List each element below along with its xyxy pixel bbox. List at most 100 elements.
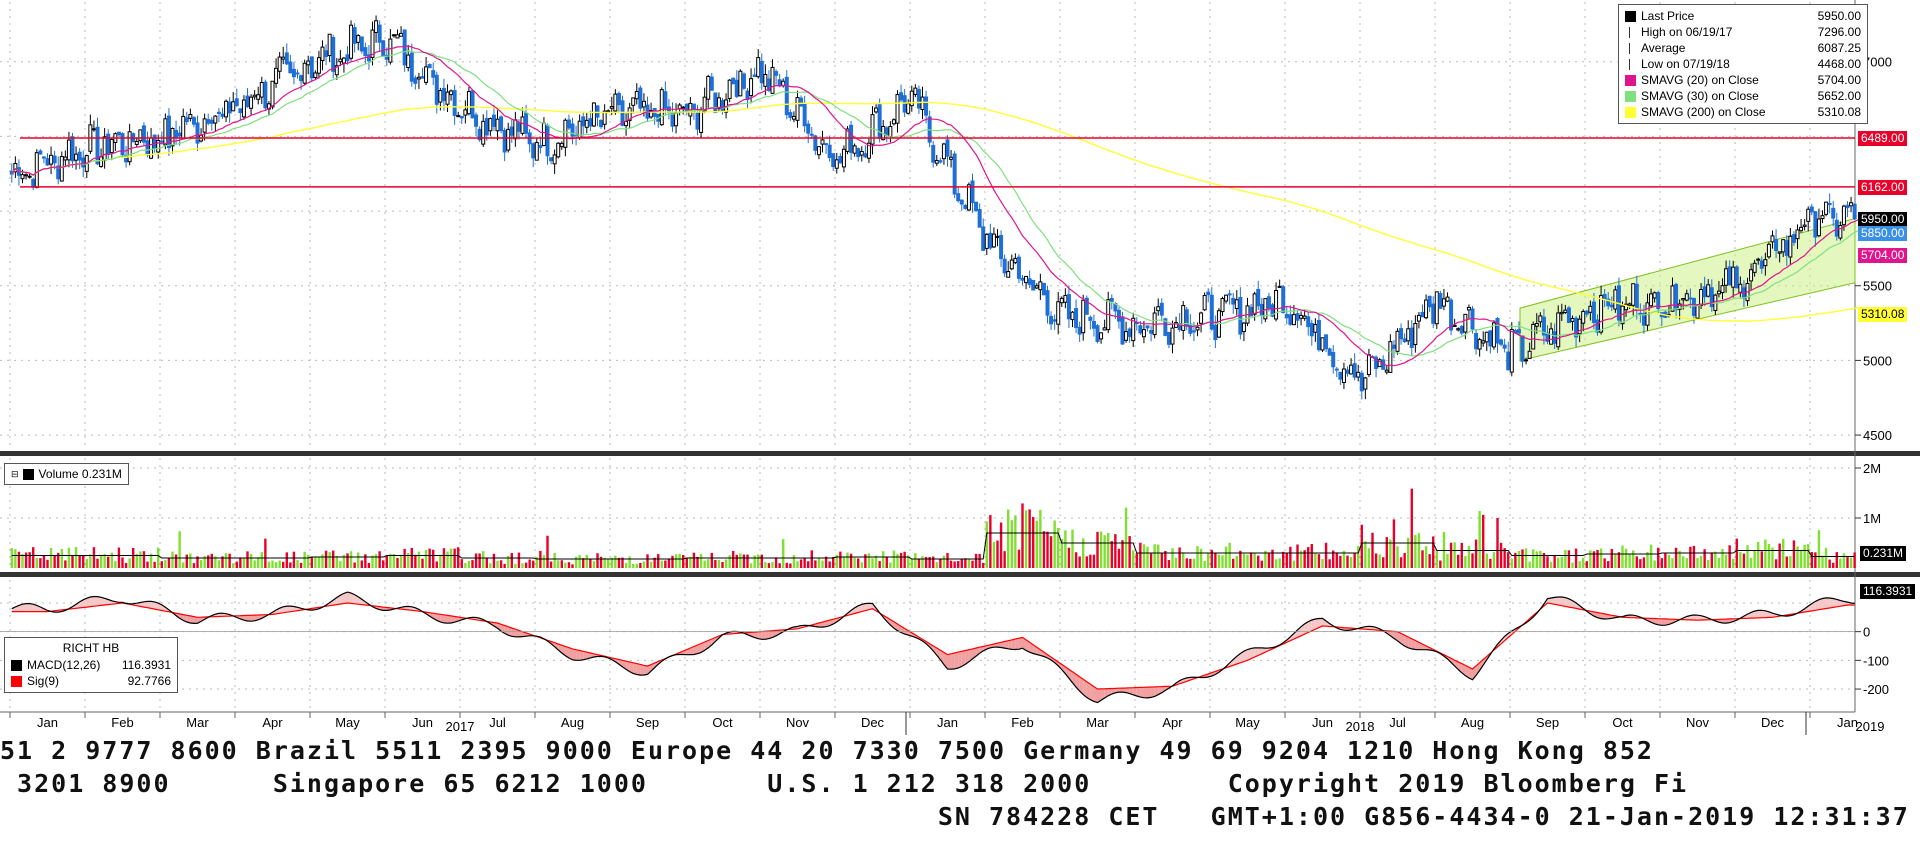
price-candle-body [620, 100, 625, 126]
volume-bar [649, 561, 653, 568]
volume-bar [435, 561, 438, 568]
price-candle-body [706, 75, 711, 100]
macd-fill [351, 593, 355, 604]
volume-bar [1410, 488, 1413, 568]
volume-bar [928, 557, 931, 568]
volume-bar [1296, 544, 1299, 568]
price-candle-body [691, 103, 696, 112]
volume-bar [228, 553, 231, 568]
macd-fill [1122, 687, 1127, 693]
x-month-label: Jun [412, 715, 433, 730]
macd-legend: RICHT HB MACD(12,26) 116.3931 Sig(9) 92.776… [4, 637, 178, 693]
volume-bar [689, 556, 692, 568]
price-candle-body [759, 60, 764, 84]
price-candle-body [716, 97, 721, 109]
volume-bar [1667, 554, 1671, 568]
volume-bar [21, 553, 24, 568]
macd-fill [822, 621, 827, 628]
volume-bar [482, 551, 485, 568]
price-candle-body [1559, 311, 1564, 315]
price-candle-body [663, 91, 668, 109]
volume-bar [1653, 560, 1656, 568]
price-candle-body [1438, 293, 1443, 309]
volume-bar [1757, 541, 1760, 568]
volume-bar [332, 550, 335, 568]
volume-bar [121, 557, 124, 568]
x-month-label: Oct [712, 715, 733, 730]
price-candle-body [1752, 262, 1757, 273]
price-candle-body [838, 155, 843, 164]
volume-bar [1407, 537, 1410, 568]
macd-fill [1751, 611, 1755, 619]
volume-bar [1092, 554, 1096, 568]
volume-bar [339, 561, 342, 568]
volume-bar [1107, 532, 1110, 568]
macd-fill [997, 642, 1002, 648]
volume-bar [271, 560, 274, 568]
expand-icon[interactable]: ⊟ [11, 468, 19, 479]
volume-bar [1360, 524, 1363, 568]
volume-bar [407, 552, 410, 568]
x-month-label: Jan [1837, 715, 1858, 730]
volume-bar [714, 559, 717, 568]
volume-bar [1471, 553, 1474, 568]
volume-bar [1335, 552, 1338, 568]
volume-bar [1314, 552, 1317, 568]
volume-bar [1117, 548, 1121, 568]
volume-bar [310, 556, 313, 568]
macd-fill [33, 604, 37, 612]
volume-bar [1853, 552, 1856, 568]
x-month-label: Dec [861, 715, 885, 730]
macd-legend-swatch [11, 659, 22, 671]
price-candle-body [459, 115, 464, 119]
price-candle-body [588, 118, 593, 127]
price-candle-body [638, 87, 643, 109]
price-candle-body [1341, 368, 1346, 384]
macd-fill [1504, 633, 1509, 641]
price-candle-body [356, 35, 361, 43]
price-candle-body [427, 64, 432, 69]
price-candle-body [1013, 257, 1018, 264]
price-candle-body [1834, 219, 1839, 237]
macd-fill [340, 593, 344, 605]
volume-bar [1439, 560, 1442, 568]
x-month-label: Oct [1612, 715, 1633, 730]
macd-fill [1833, 598, 1837, 608]
volume-bar [1539, 550, 1542, 568]
price-candle-body [1049, 315, 1054, 325]
volume-bar [974, 553, 978, 568]
volume-bar [1796, 546, 1799, 568]
volume-bar [1210, 549, 1213, 568]
macd-fill [936, 648, 941, 660]
volume-bar [1132, 550, 1135, 568]
price-candle-body [431, 70, 436, 78]
price-candle-body [895, 94, 900, 124]
price-legend-swatch [1625, 74, 1636, 86]
macd-fill [636, 663, 641, 676]
volume-bar [132, 547, 135, 568]
macd-fill [354, 594, 359, 605]
price-candle-body [363, 47, 368, 56]
price-candle-body [1241, 322, 1246, 333]
price-candle-body [1641, 313, 1646, 326]
volume-bar [549, 561, 553, 568]
price-candle-body [1581, 311, 1586, 324]
price-candle-body [63, 156, 68, 161]
price-candle-body [1384, 369, 1389, 373]
price-candle-body [413, 77, 418, 84]
volume-bar [446, 551, 449, 568]
macd-fill [629, 661, 634, 674]
price-candle-body [1638, 312, 1643, 315]
volume-bar [349, 551, 353, 568]
volume-bar [42, 555, 46, 568]
macd-fill [104, 598, 109, 606]
price-candle-body [1502, 344, 1507, 349]
volume-bar [1585, 561, 1588, 568]
price-candle-body [1684, 293, 1689, 301]
price-candle-body [749, 78, 754, 97]
volume-bar [24, 552, 28, 568]
volume-bar [1846, 557, 1849, 568]
price-candle-body [977, 209, 982, 228]
price-candle-body [1509, 328, 1514, 373]
price-candle-body [370, 29, 375, 58]
